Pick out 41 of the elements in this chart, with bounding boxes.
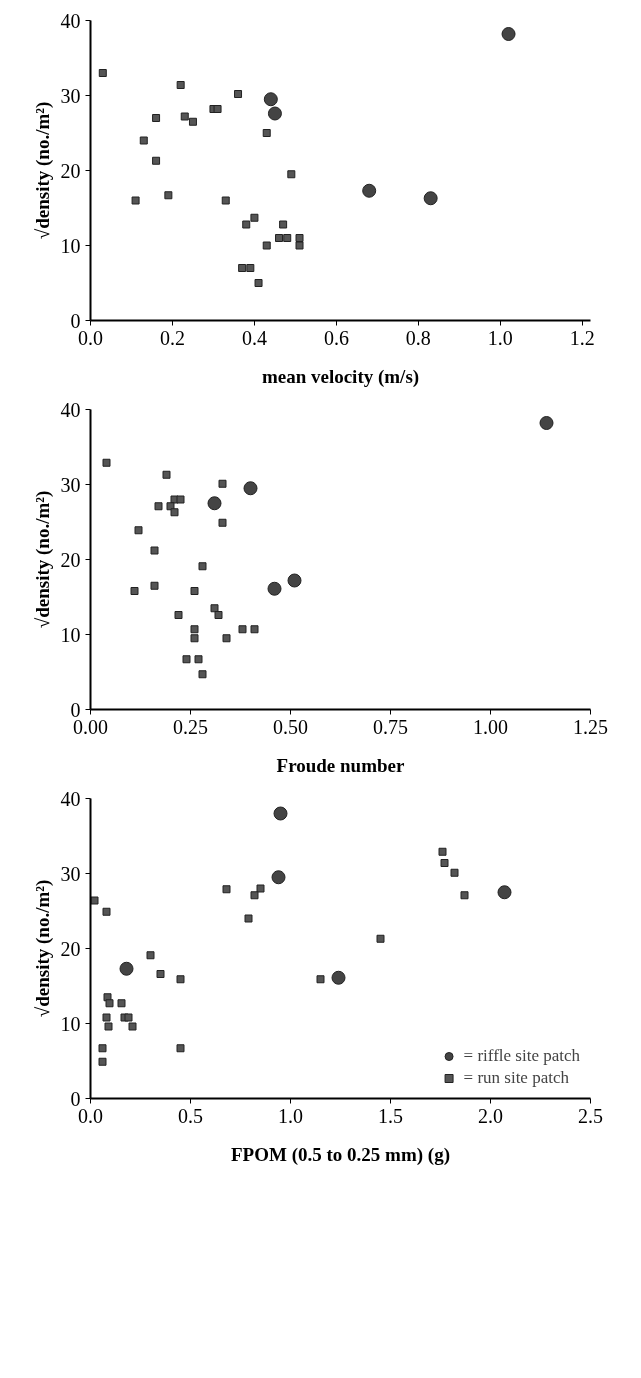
y-tick-label: 40 — [60, 787, 81, 810]
y-tick-label: 30 — [60, 84, 81, 107]
x-axis-title: FPOM (0.5 to 0.25 mm) (g) — [231, 1143, 450, 1166]
x-tick-label: 1.25 — [573, 715, 608, 738]
x-tick-label: 1.5 — [378, 1104, 403, 1127]
y-tick-label: 10 — [60, 1012, 81, 1035]
y-tick-label: 0 — [70, 698, 81, 721]
x-tick-label: 1.0 — [278, 1104, 303, 1127]
x-tick-label: 1.2 — [569, 326, 595, 349]
x-tick-label: 0.0 — [78, 326, 103, 349]
x-tick-label: 0.4 — [241, 326, 267, 349]
x-tick-label: 0.2 — [159, 326, 185, 349]
y-tick-label: 20 — [60, 937, 81, 960]
legend-label: = run site patch — [463, 1068, 569, 1088]
x-tick-label: 1.00 — [473, 715, 508, 738]
x-tick-label: 0.0 — [78, 1104, 103, 1127]
y-tick-label: 0 — [70, 1087, 81, 1110]
x-tick-label: 2.0 — [478, 1104, 503, 1127]
y-tick-label: 10 — [60, 234, 81, 257]
y-tick-label: 20 — [60, 159, 81, 182]
x-tick-label: 0.8 — [405, 326, 431, 349]
y-axis-title: √density (no./m²) — [31, 490, 54, 629]
y-tick-label: 30 — [60, 862, 81, 885]
x-tick-label: 0.50 — [273, 715, 308, 738]
x-tick-label: 2.5 — [578, 1104, 603, 1127]
y-tick-label: 0 — [70, 309, 81, 332]
x-tick-label: 0.5 — [178, 1104, 203, 1127]
y-tick-label: 30 — [60, 473, 81, 496]
x-tick-label: 0.25 — [173, 715, 208, 738]
x-axis-title: Froude number — [276, 754, 406, 776]
y-tick-label: 10 — [60, 623, 81, 646]
y-tick-label: 20 — [60, 548, 81, 571]
x-tick-label: 0.75 — [373, 715, 408, 738]
legend-label: = riffle site patch — [463, 1046, 580, 1066]
x-axis-title: mean velocity (m/s) — [261, 365, 420, 388]
x-tick-label: 0.6 — [323, 326, 349, 349]
y-tick-label: 40 — [60, 9, 81, 32]
x-tick-label: 1.0 — [487, 326, 513, 349]
y-tick-label: 40 — [60, 398, 81, 421]
y-axis-title: √density (no./m²) — [31, 101, 54, 240]
y-axis-title: √density (no./m²) — [31, 879, 54, 1018]
